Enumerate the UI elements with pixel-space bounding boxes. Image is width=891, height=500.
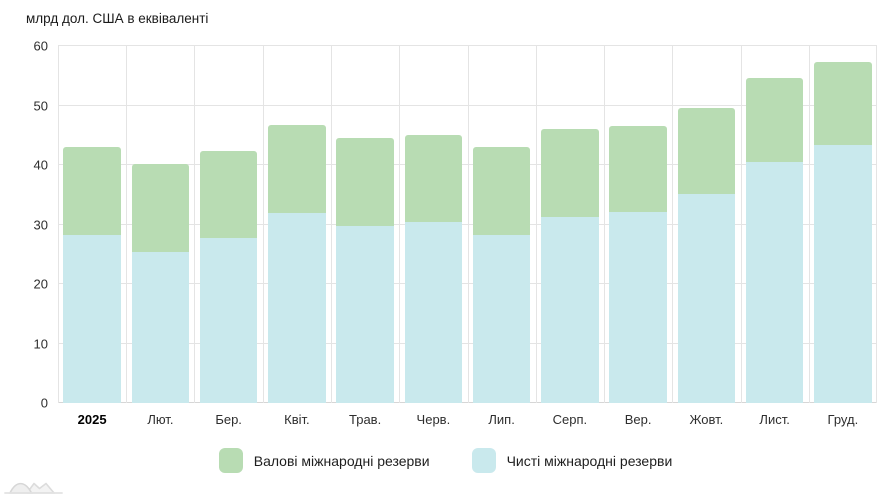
- y-tick-label: 20: [33, 276, 48, 292]
- y-axis: 0 10 20 30 40 50 60: [0, 40, 48, 410]
- bar-column-: [468, 46, 536, 403]
- plot-area: [58, 45, 877, 403]
- y-tick-label: 0: [40, 395, 48, 411]
- bar-column-: [809, 46, 877, 403]
- bar-gross-segment[interactable]: [404, 134, 463, 403]
- bar-column-2025: [58, 46, 126, 403]
- vertical-gridline: [535, 46, 537, 403]
- bar-column-: [672, 46, 740, 403]
- x-tick-label: Лют.: [147, 412, 174, 427]
- legend-label-gross: Валові міжнародні резерви: [253, 452, 430, 469]
- vertical-gridline: [262, 46, 264, 403]
- gross-reserves-swatch-icon: [218, 448, 243, 473]
- bar-gross-segment[interactable]: [336, 138, 394, 403]
- bar-net-segment[interactable]: [131, 251, 189, 403]
- legend-item-gross[interactable]: Валові міжнародні резерви: [218, 448, 430, 473]
- chart-title: млрд дол. США в еквіваленті: [26, 11, 209, 26]
- legend-label-net: Чисті міжнародні резерви: [506, 452, 673, 469]
- y-tick-label: 30: [33, 217, 48, 232]
- bar-net-segment[interactable]: [814, 145, 872, 403]
- bar-column-: [741, 46, 809, 403]
- y-tick-label: 50: [33, 98, 48, 113]
- bar-net-segment[interactable]: [609, 212, 667, 403]
- bar-column-: [604, 46, 672, 403]
- bar-gross-segment[interactable]: [814, 62, 872, 403]
- x-tick-label: Жовт.: [689, 412, 724, 427]
- y-tick-label: 60: [33, 38, 48, 54]
- bar-net-segment[interactable]: [199, 237, 258, 403]
- bar-gross-segment[interactable]: [609, 125, 667, 403]
- x-tick-label: 2025: [77, 412, 107, 427]
- vertical-gridline: [603, 46, 605, 403]
- bar-net-segment[interactable]: [63, 235, 121, 403]
- vertical-gridline: [467, 46, 469, 403]
- bar-column-: [331, 46, 399, 403]
- x-tick-label: Груд.: [827, 412, 859, 427]
- bar-net-segment[interactable]: [472, 235, 531, 403]
- bar-net-segment[interactable]: [336, 225, 394, 403]
- bar-net-segment[interactable]: [541, 216, 599, 403]
- bar-net-segment[interactable]: [677, 193, 736, 403]
- bar-gross-segment[interactable]: [541, 129, 599, 403]
- x-axis: 2025 Лют. Бер. Квіт. Трав. Черв. Лип. Серп. Вер.…: [58, 412, 877, 429]
- bar-gross-segment[interactable]: [677, 108, 736, 403]
- bar-gross-segment[interactable]: [472, 147, 531, 403]
- net-reserves-swatch-icon: [471, 448, 496, 473]
- legend-item-net[interactable]: Чисті міжнародні резерви: [471, 448, 673, 473]
- x-tick-label: Бер.: [215, 412, 242, 427]
- x-tick-label: Лип.: [488, 412, 515, 427]
- y-tick-label: 10: [33, 336, 48, 351]
- bar-column-: [194, 46, 262, 403]
- vertical-gridline: [126, 46, 128, 403]
- mountains-sketch-logo-icon: [4, 482, 63, 494]
- bar-net-segment[interactable]: [268, 213, 326, 403]
- y-tick-label: 40: [33, 157, 48, 173]
- vertical-gridline: [672, 46, 674, 403]
- x-tick-label: Лист.: [759, 412, 790, 427]
- bar-column-: [536, 46, 604, 403]
- bar-gross-segment[interactable]: [199, 150, 258, 403]
- bar-gross-segment[interactable]: [131, 164, 189, 403]
- horizontal-gridline: [58, 45, 877, 46]
- x-tick-label: Квіт.: [284, 412, 310, 427]
- bar-net-segment[interactable]: [404, 221, 463, 403]
- bar-net-segment[interactable]: [745, 162, 804, 403]
- vertical-gridline: [58, 46, 59, 403]
- vertical-gridline: [808, 46, 810, 403]
- bar-column-: [126, 46, 194, 403]
- vertical-gridline: [330, 46, 332, 403]
- x-tick-label: Вер.: [624, 412, 652, 427]
- x-tick-label: Черв.: [416, 412, 451, 427]
- vertical-gridline: [399, 46, 401, 403]
- bar-gross-segment[interactable]: [745, 77, 804, 403]
- bar-column-: [263, 46, 331, 403]
- bar-gross-segment[interactable]: [63, 147, 121, 403]
- legend: Валові міжнародні резерви Чисті міжнарод…: [0, 448, 891, 473]
- vertical-gridline: [876, 46, 877, 403]
- x-tick-label: Серп.: [552, 412, 588, 427]
- bar-gross-segment[interactable]: [268, 125, 326, 403]
- x-tick-label: Трав.: [349, 412, 382, 427]
- bar-column-: [399, 46, 467, 403]
- vertical-gridline: [740, 46, 742, 403]
- vertical-gridline: [194, 46, 196, 403]
